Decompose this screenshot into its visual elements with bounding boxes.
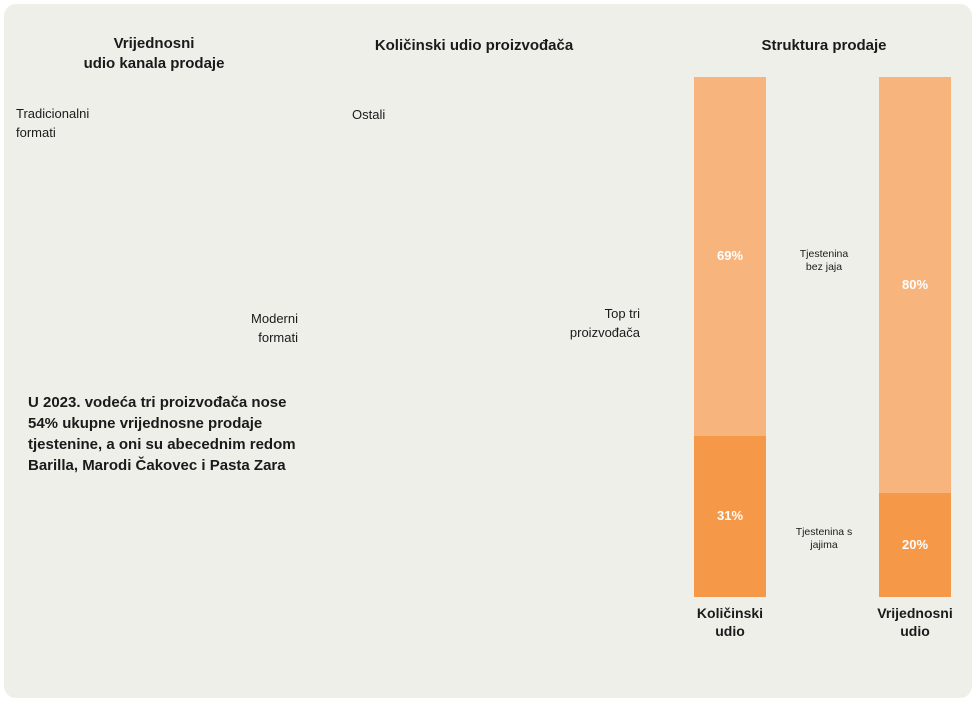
legend-line: jajima	[810, 539, 838, 551]
pasta-ribbon	[533, 443, 595, 695]
pie2-shadow	[399, 355, 551, 367]
pie2-leader-line	[586, 223, 613, 296]
pie1-label-line: formati	[258, 330, 298, 345]
legend-line: Tjestenina	[799, 248, 849, 260]
infographic-card: Vrijednosni udio kanala prodaje 70% 30% …	[4, 4, 972, 698]
pie2-title: Količinski udio proizvođača	[374, 37, 574, 54]
pasta-ribbon	[4, 570, 255, 630]
legend-line: Tjestenina s	[795, 526, 853, 538]
bar-kolicinski: 69% 31%	[694, 77, 766, 597]
bar-segment-s-jajima	[879, 493, 951, 597]
pie2-slice-ostali	[373, 142, 475, 343]
pie1-slice-tradicionalni	[47, 142, 150, 276]
x-label-line: udio	[900, 623, 930, 639]
note-line: 54% ukupne vrijednosne prodaje	[28, 415, 263, 432]
pie2-value-label: 46%	[409, 230, 435, 245]
bar-value-label: 80%	[901, 277, 929, 292]
legend-s-jajima: Tjestenina s jajima	[776, 526, 872, 552]
x-label-line: Količinski	[696, 605, 764, 621]
pie2-slice-top-tri	[449, 142, 578, 346]
pie1-label-moderni: Moderni formati	[204, 309, 298, 347]
pie2-label-top-tri: Top tri proizvođača	[540, 304, 640, 342]
pie2-value-label: 54%	[515, 244, 541, 259]
pie2-leader-line	[357, 138, 372, 220]
pie1-title-line: udio kanala prodaje	[83, 55, 225, 72]
legend-bez-jaja: Tjestenina bez jaja	[776, 248, 872, 274]
bar-segment-bez-jaja	[879, 77, 951, 493]
pasta-ribbon	[4, 530, 245, 580]
pie1-value-label: 30%	[94, 206, 120, 221]
pie1-value-label: 70%	[180, 268, 206, 283]
pie1-leader-line	[260, 240, 281, 300]
bar-value-label: 69%	[716, 248, 744, 264]
pie1-label-tradicionalni: Tradicionalni formati	[16, 104, 89, 142]
bar-vrijednosni: 80% 20%	[879, 77, 951, 597]
bar-value-label: 31%	[716, 508, 744, 524]
pie2-label-ostali: Ostali	[352, 107, 386, 122]
pie1-label-line: Tradicionalni	[16, 106, 90, 121]
bar-chart-title: Struktura prodaje	[761, 37, 887, 54]
pie1-title: Vrijednosni udio kanala prodaje	[34, 34, 274, 74]
note-line: tjestenine, a oni su abecednim redom	[28, 436, 296, 453]
pie1-slice-moderni	[52, 142, 253, 347]
bar-segment-s-jajima	[694, 435, 766, 597]
pie2-label-line: proizvođača	[569, 325, 640, 340]
x-label-line: Vrijednosni	[877, 605, 953, 621]
x-label-line: udio	[715, 623, 745, 639]
bar-segment-bez-jaja	[694, 77, 766, 436]
x-label-vrijednosni: Vrijednosni udio	[865, 604, 965, 640]
legend-line: bez jaja	[805, 261, 843, 273]
x-label-kolicinski: Količinski udio	[680, 604, 780, 640]
pasta-ribbon	[63, 639, 295, 698]
pie2-label-line: Top tri	[604, 306, 640, 321]
pie1-label-line: formati	[16, 125, 56, 140]
note-line: Barilla, Marodi Čakovec i Pasta Zara	[28, 457, 286, 474]
note-text: U 2023. vodeća tri proizvođača nose 54% …	[28, 392, 296, 476]
pasta-ribbon	[403, 433, 487, 695]
pie1-leader-line	[27, 144, 58, 208]
pie1-shadow	[74, 355, 226, 367]
pie1-title-line: Vrijednosni	[113, 35, 195, 52]
bar-value-label: 20%	[901, 537, 929, 552]
note-line: U 2023. vodeća tri proizvođača nose	[28, 394, 287, 411]
pie1-label-line: Moderni	[251, 311, 298, 326]
